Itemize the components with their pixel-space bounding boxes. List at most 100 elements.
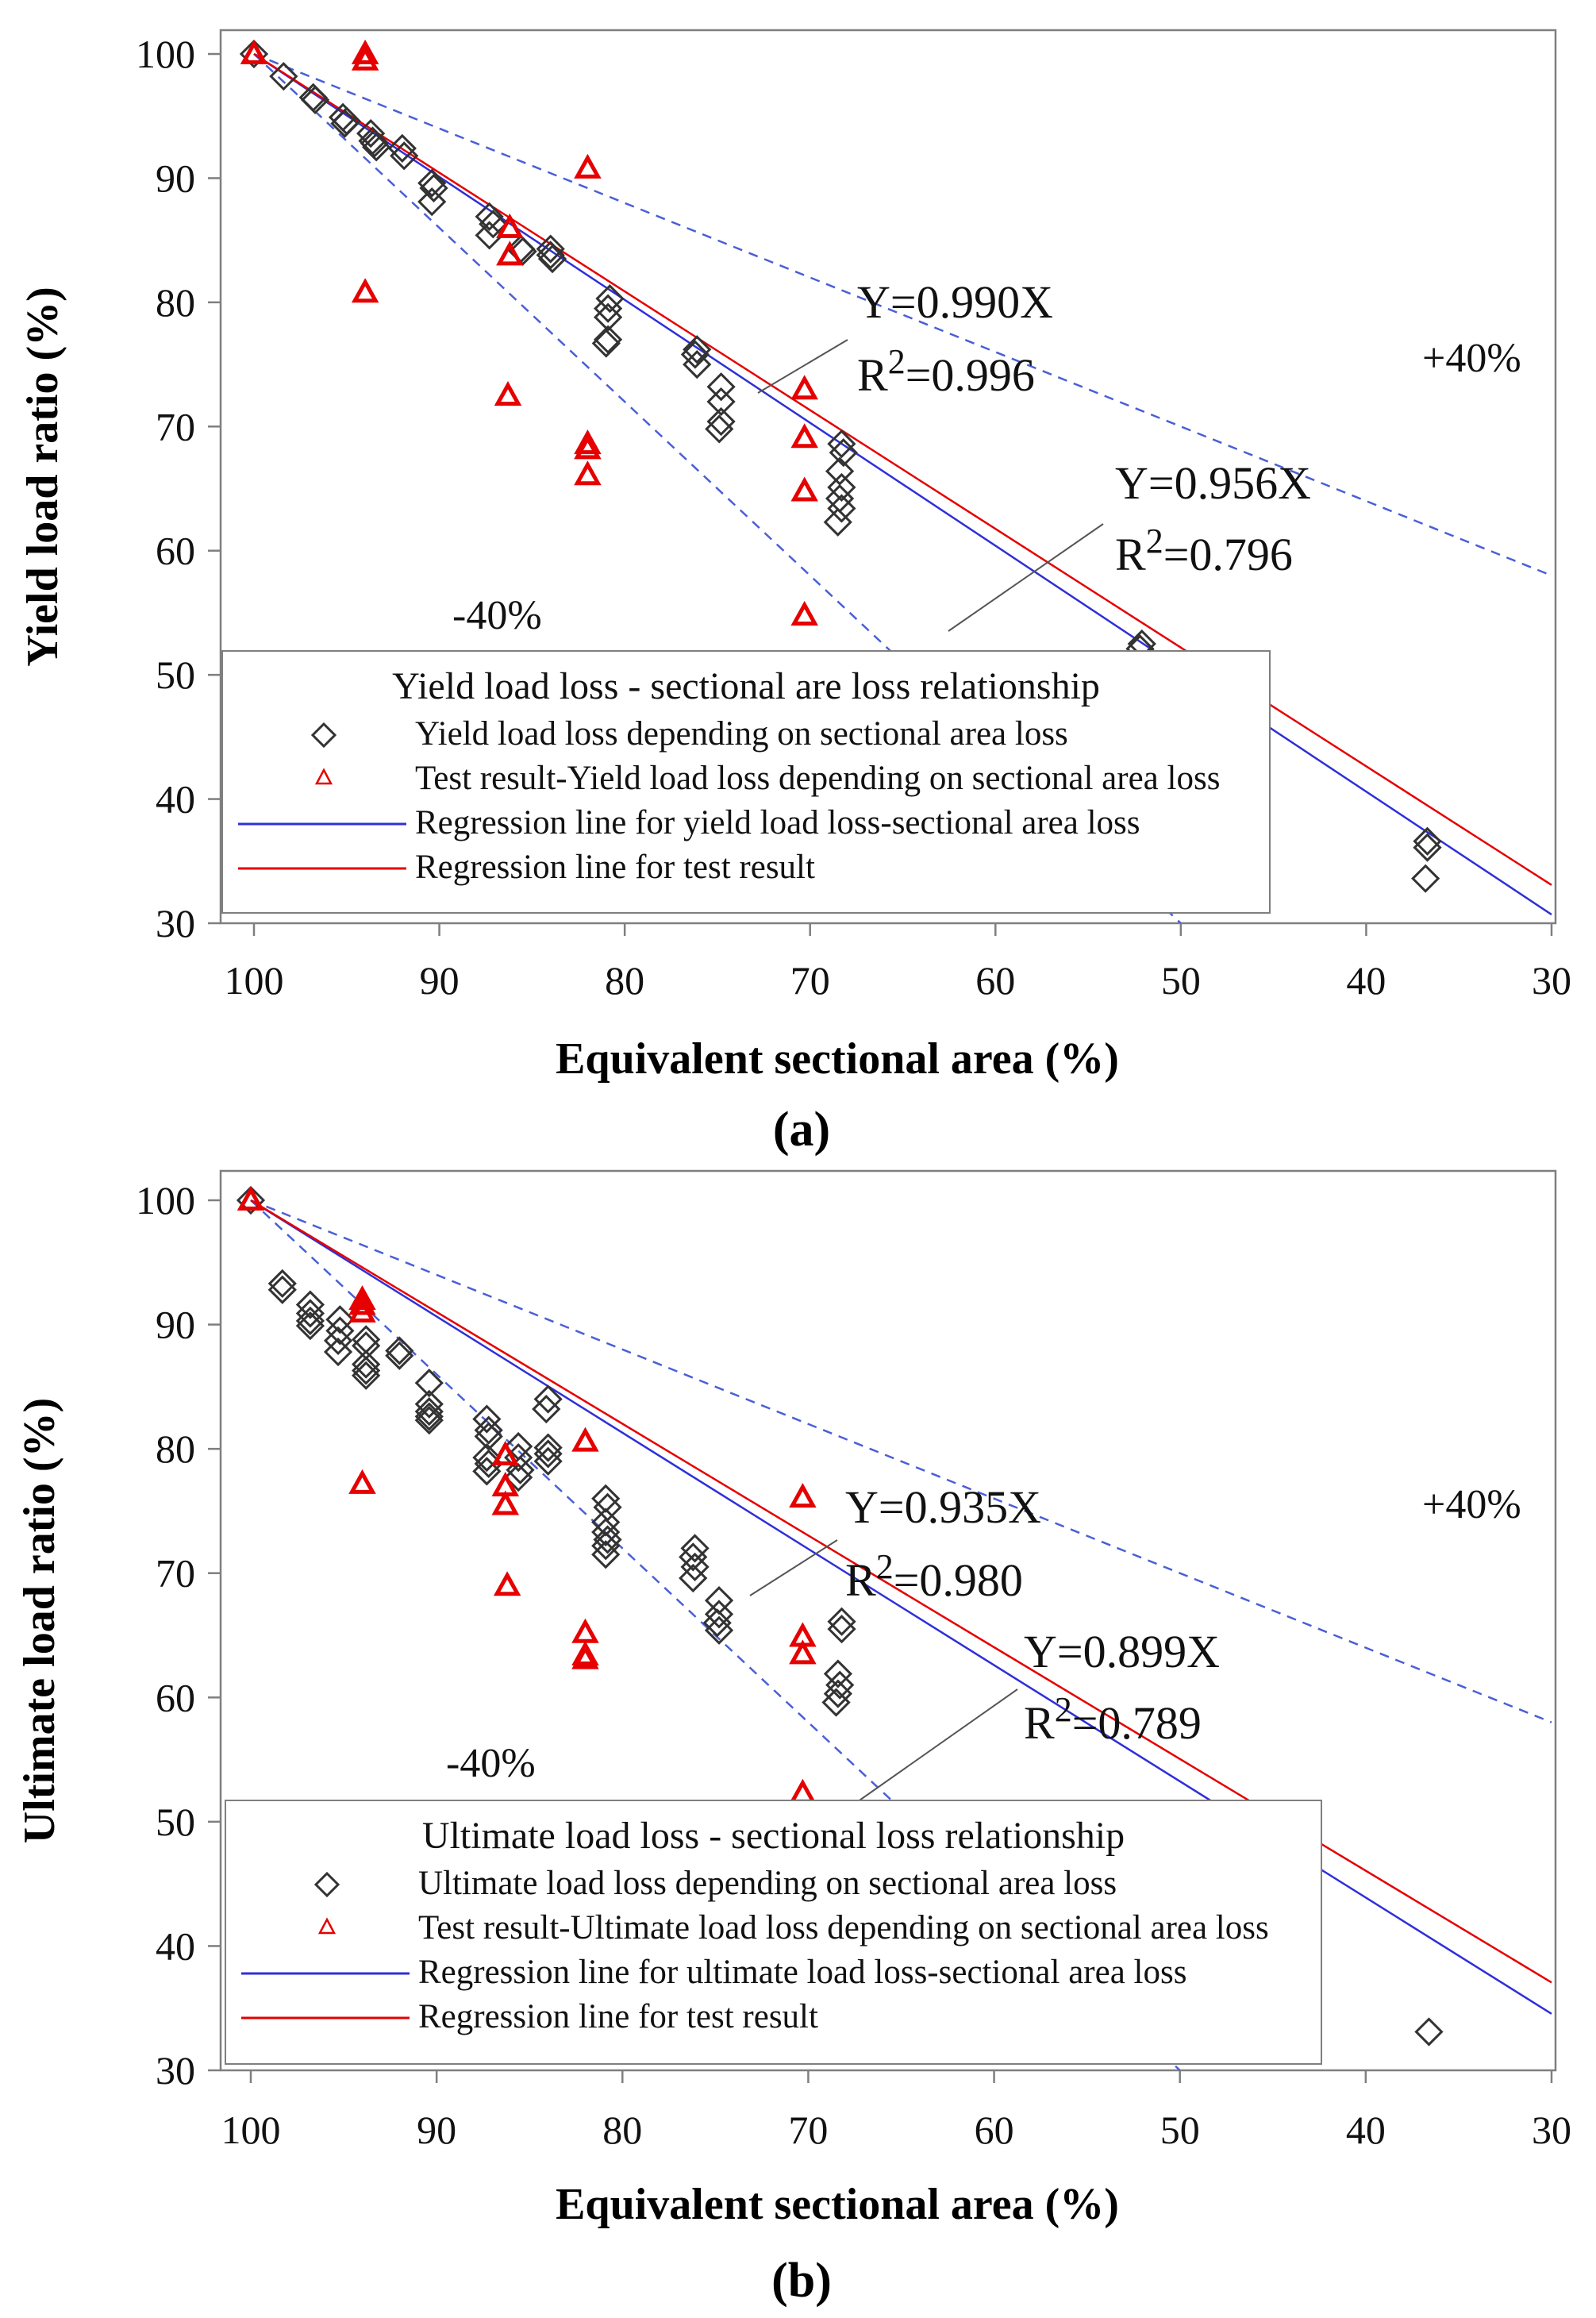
data-point-diamond — [591, 1484, 621, 1513]
envelope-plus40-label: +40% — [1422, 336, 1521, 381]
data-point-diamond — [679, 1563, 708, 1593]
regression-r2: R2=0.789 — [1024, 1690, 1202, 1749]
data-point-triangle — [348, 1469, 376, 1494]
data-point-triangle — [491, 1490, 520, 1515]
data-point-diamond — [533, 1439, 563, 1469]
legend-entry: Regression line for test result — [418, 1998, 818, 2035]
regression-r2: R2=0.796 — [1115, 522, 1293, 580]
data-point-diamond — [419, 173, 448, 203]
data-point-diamond — [594, 294, 623, 323]
data-point-diamond — [591, 1507, 621, 1537]
annotation-leader-line — [757, 339, 848, 394]
data-point-triangle — [237, 1185, 265, 1211]
data-point-diamond — [417, 168, 447, 198]
data-point-diamond — [594, 302, 623, 332]
data-point-triangle — [351, 39, 379, 64]
data-point-triangle — [574, 429, 602, 455]
data-point-triangle — [351, 278, 379, 303]
legend-triangle-icon — [314, 768, 333, 785]
y-axis-title: Ultimate load ratio (%) — [15, 1398, 64, 1843]
y-tick-label: 90 — [156, 156, 195, 200]
regression-equation: Y=0.899X — [1024, 1626, 1220, 1677]
legend-entry: Regression line for ultimate load loss-s… — [418, 1954, 1186, 1991]
data-point-diamond — [680, 1552, 710, 1582]
data-point-diamond — [352, 1356, 381, 1385]
regression-r2: R2=0.980 — [845, 1547, 1023, 1606]
data-point-diamond — [472, 1442, 502, 1473]
data-point-diamond — [390, 141, 419, 171]
data-point-triangle — [348, 1290, 376, 1315]
data-point-triangle — [240, 39, 268, 64]
data-point-triangle — [790, 423, 818, 449]
r2-symbol: R — [1024, 1697, 1055, 1749]
data-point-diamond — [323, 1326, 353, 1356]
data-point-diamond — [595, 284, 625, 314]
data-point-diamond — [472, 1457, 502, 1486]
x-tick-label: 100 — [225, 958, 284, 1003]
data-point-diamond — [239, 39, 269, 69]
legend: Yield load loss - sectional are loss rel… — [221, 650, 1271, 914]
y-tick-label: 70 — [156, 1551, 195, 1596]
legend-entry: Regression line for yield load loss-sect… — [415, 804, 1140, 841]
data-point-diamond — [300, 85, 330, 114]
data-point-diamond — [414, 1389, 444, 1419]
y-tick-label: 80 — [156, 280, 195, 325]
x-tick-label: 50 — [1160, 2108, 1200, 2152]
data-point-diamond — [533, 1433, 563, 1462]
x-tick-label: 60 — [975, 958, 1015, 1003]
y-tick-label: 90 — [156, 1303, 195, 1347]
data-point-diamond — [325, 1305, 355, 1334]
r2-symbol: R — [845, 1554, 876, 1606]
x-tick-label: 80 — [605, 958, 644, 1003]
data-point-diamond — [269, 62, 298, 91]
annotation-leader-line — [948, 523, 1104, 632]
data-point-diamond — [1411, 864, 1440, 893]
x-tick-label: 100 — [221, 2108, 281, 2152]
y-axis-title: Yield load ratio (%) — [18, 287, 67, 667]
x-tick-label: 50 — [1161, 958, 1201, 1003]
regression-equation: Y=0.990X — [857, 276, 1053, 328]
data-point-diamond — [414, 1406, 444, 1435]
r2-value: =0.796 — [1163, 529, 1293, 580]
data-point-diamond — [506, 1455, 535, 1484]
data-point-triangle — [574, 460, 602, 486]
y-tick-label: 40 — [156, 777, 195, 822]
data-point-diamond — [536, 234, 565, 264]
data-point-diamond — [475, 202, 504, 232]
data-point-diamond — [827, 472, 856, 502]
data-point-diamond — [267, 1275, 297, 1304]
x-tick-label: 40 — [1346, 2108, 1386, 2152]
legend-entry: Ultimate load loss depending on sectiona… — [418, 1865, 1117, 1902]
regression-line-red — [253, 52, 1552, 886]
data-point-triangle — [789, 1639, 817, 1665]
legend-diamond-icon — [313, 1871, 340, 1898]
x-tick-label: 90 — [420, 958, 460, 1003]
r2-symbol: R — [1115, 529, 1146, 580]
data-point-diamond — [325, 1316, 355, 1346]
r2-superscript: 2 — [888, 342, 906, 381]
data-point-diamond — [593, 1525, 622, 1554]
data-point-diamond — [704, 1615, 734, 1645]
x-tick-label: 40 — [1346, 958, 1386, 1003]
data-point-diamond — [702, 1608, 732, 1638]
plot-frame — [219, 29, 1557, 925]
data-point-diamond — [504, 1463, 533, 1492]
data-point-diamond — [683, 349, 712, 379]
plot-frame — [219, 1169, 1557, 2072]
legend-box — [225, 1800, 1322, 2065]
regression-line-blue — [250, 1199, 1552, 2015]
data-point-diamond — [474, 1415, 503, 1445]
data-point-triangle — [351, 45, 379, 71]
x-tick-label: 80 — [602, 2108, 642, 2152]
data-point-diamond — [362, 133, 391, 162]
data-point-diamond — [825, 456, 855, 486]
x-tick-label: 60 — [975, 2108, 1014, 2152]
data-point-diamond — [679, 1542, 708, 1572]
regression-equation: Y=0.935X — [845, 1481, 1041, 1533]
legend-entry: Test result-Yield load loss depending on… — [415, 760, 1220, 797]
data-point-diamond — [474, 1422, 503, 1451]
data-point-diamond — [414, 1397, 444, 1427]
chart-panel-b: 100 90 80 70 60 50 40 30 30 40 50 60 70 80 90 100 Equiva… — [15, 1169, 1571, 2308]
legend-entry: Regression line for test result — [415, 849, 815, 886]
regression-r2: R2=0.996 — [857, 342, 1035, 401]
